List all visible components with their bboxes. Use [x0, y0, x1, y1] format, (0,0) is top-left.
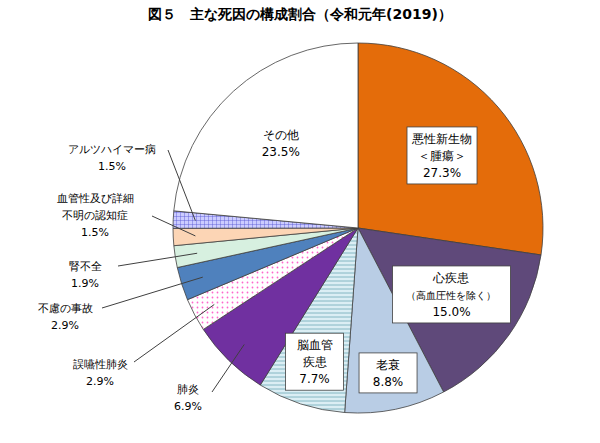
svg-text:肺炎: 肺炎	[177, 383, 199, 396]
svg-text:1.5%: 1.5%	[98, 160, 126, 173]
svg-text:＜腫瘍＞: ＜腫瘍＞	[418, 149, 466, 163]
svg-text:6.9%: 6.9%	[174, 400, 202, 413]
svg-text:7.7%: 7.7%	[299, 372, 330, 386]
svg-text:心疾患: 心疾患	[432, 271, 469, 285]
svg-text:（高血圧性を除く）: （高血圧性を除く）	[406, 290, 496, 301]
svg-text:27.3%: 27.3%	[423, 166, 461, 180]
svg-text:誤嚥性肺炎: 誤嚥性肺炎	[73, 358, 128, 371]
svg-text:腎不全: 腎不全	[69, 260, 102, 273]
svg-text:1.5%: 1.5%	[81, 226, 109, 239]
svg-text:脳血管: 脳血管	[297, 338, 333, 352]
svg-text:血管性及び詳細: 血管性及び詳細	[57, 192, 134, 205]
html-text:図５ 主な死因の構成割合（令和元年(2019)）: 図５ 主な死因の構成割合（令和元年(2019)）	[148, 6, 452, 22]
svg-text:15.0%: 15.0%	[432, 305, 470, 319]
svg-text:1.9%: 1.9%	[71, 277, 99, 290]
svg-text:その他: その他	[263, 128, 299, 142]
svg-text:不明の認知症: 不明の認知症	[62, 209, 128, 222]
svg-text:2.9%: 2.9%	[86, 375, 114, 388]
svg-text:老衰: 老衰	[376, 358, 400, 372]
svg-text:悪性新生物: 悪性新生物	[411, 132, 472, 146]
svg-text:アルツハイマー病: アルツハイマー病	[68, 143, 156, 156]
svg-text:8.8%: 8.8%	[373, 375, 404, 389]
svg-text:2.9%: 2.9%	[51, 319, 79, 332]
svg-text:不慮の事故: 不慮の事故	[38, 302, 93, 315]
svg-text:23.5%: 23.5%	[262, 145, 300, 159]
svg-text:疾患: 疾患	[303, 355, 327, 369]
